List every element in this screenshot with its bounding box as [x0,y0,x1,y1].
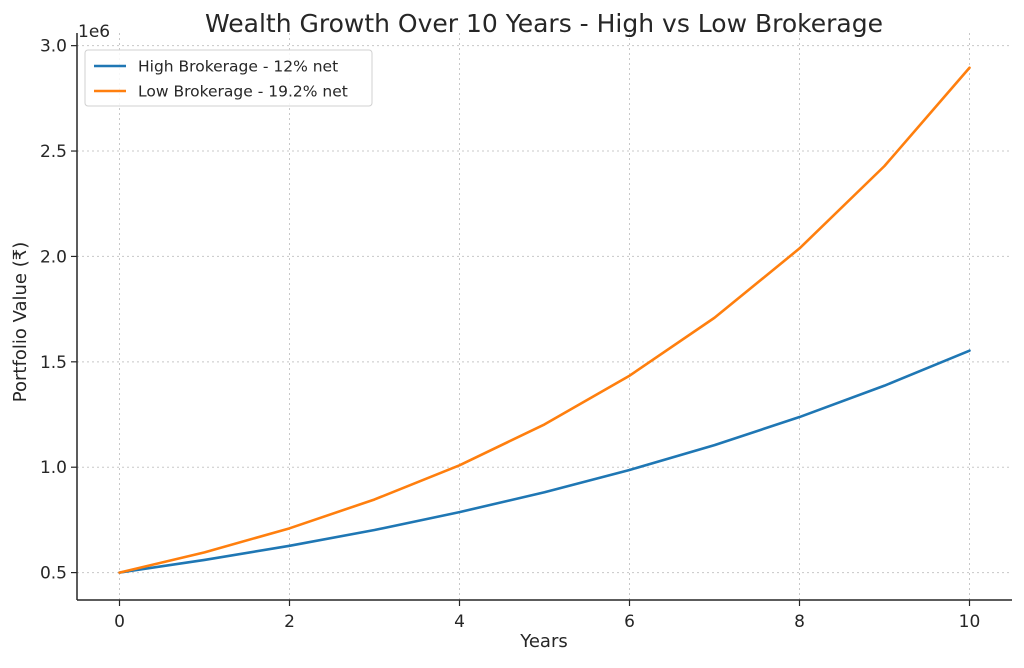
x-axis-title: Years [519,631,568,652]
y-tick-label: 1.5 [40,353,67,373]
x-tick-label: 0 [114,612,125,632]
y-tick-label: 2.0 [40,247,67,267]
legend-box [84,49,373,107]
legend-label-low-brokerage: Low Brokerage - 19.2% net [138,83,348,101]
x-tick-label: 6 [624,612,635,632]
x-tick-label: 2 [284,612,295,632]
y-axis-offset-label: 1e6 [78,22,110,42]
x-tick-label: 8 [794,612,805,632]
legend: High Brokerage - 12% net Low Brokerage -… [84,49,373,107]
grid [77,33,1012,600]
y-axis-title: Portfolio Value (₹) [10,242,31,402]
y-tick-label: 1.0 [40,458,67,478]
x-tick-label: 4 [454,612,465,632]
y-axis-ticks: 0.5 1.0 1.5 2.0 2.5 3.0 [40,37,77,584]
axes [76,33,1012,601]
x-axis-ticks: 0 2 4 6 8 10 [114,600,980,632]
x-tick-label: 10 [959,612,981,632]
series-line-low-brokerage [118,66,971,574]
chart-title: Wealth Growth Over 10 Years - High vs Lo… [205,9,883,38]
series-line-high-brokerage [118,349,971,574]
y-tick-label: 0.5 [40,564,67,584]
y-tick-label: 3.0 [40,37,67,57]
legend-label-high-brokerage: High Brokerage - 12% net [138,58,338,76]
y-tick-label: 2.5 [40,142,67,162]
series-lines [118,66,971,574]
